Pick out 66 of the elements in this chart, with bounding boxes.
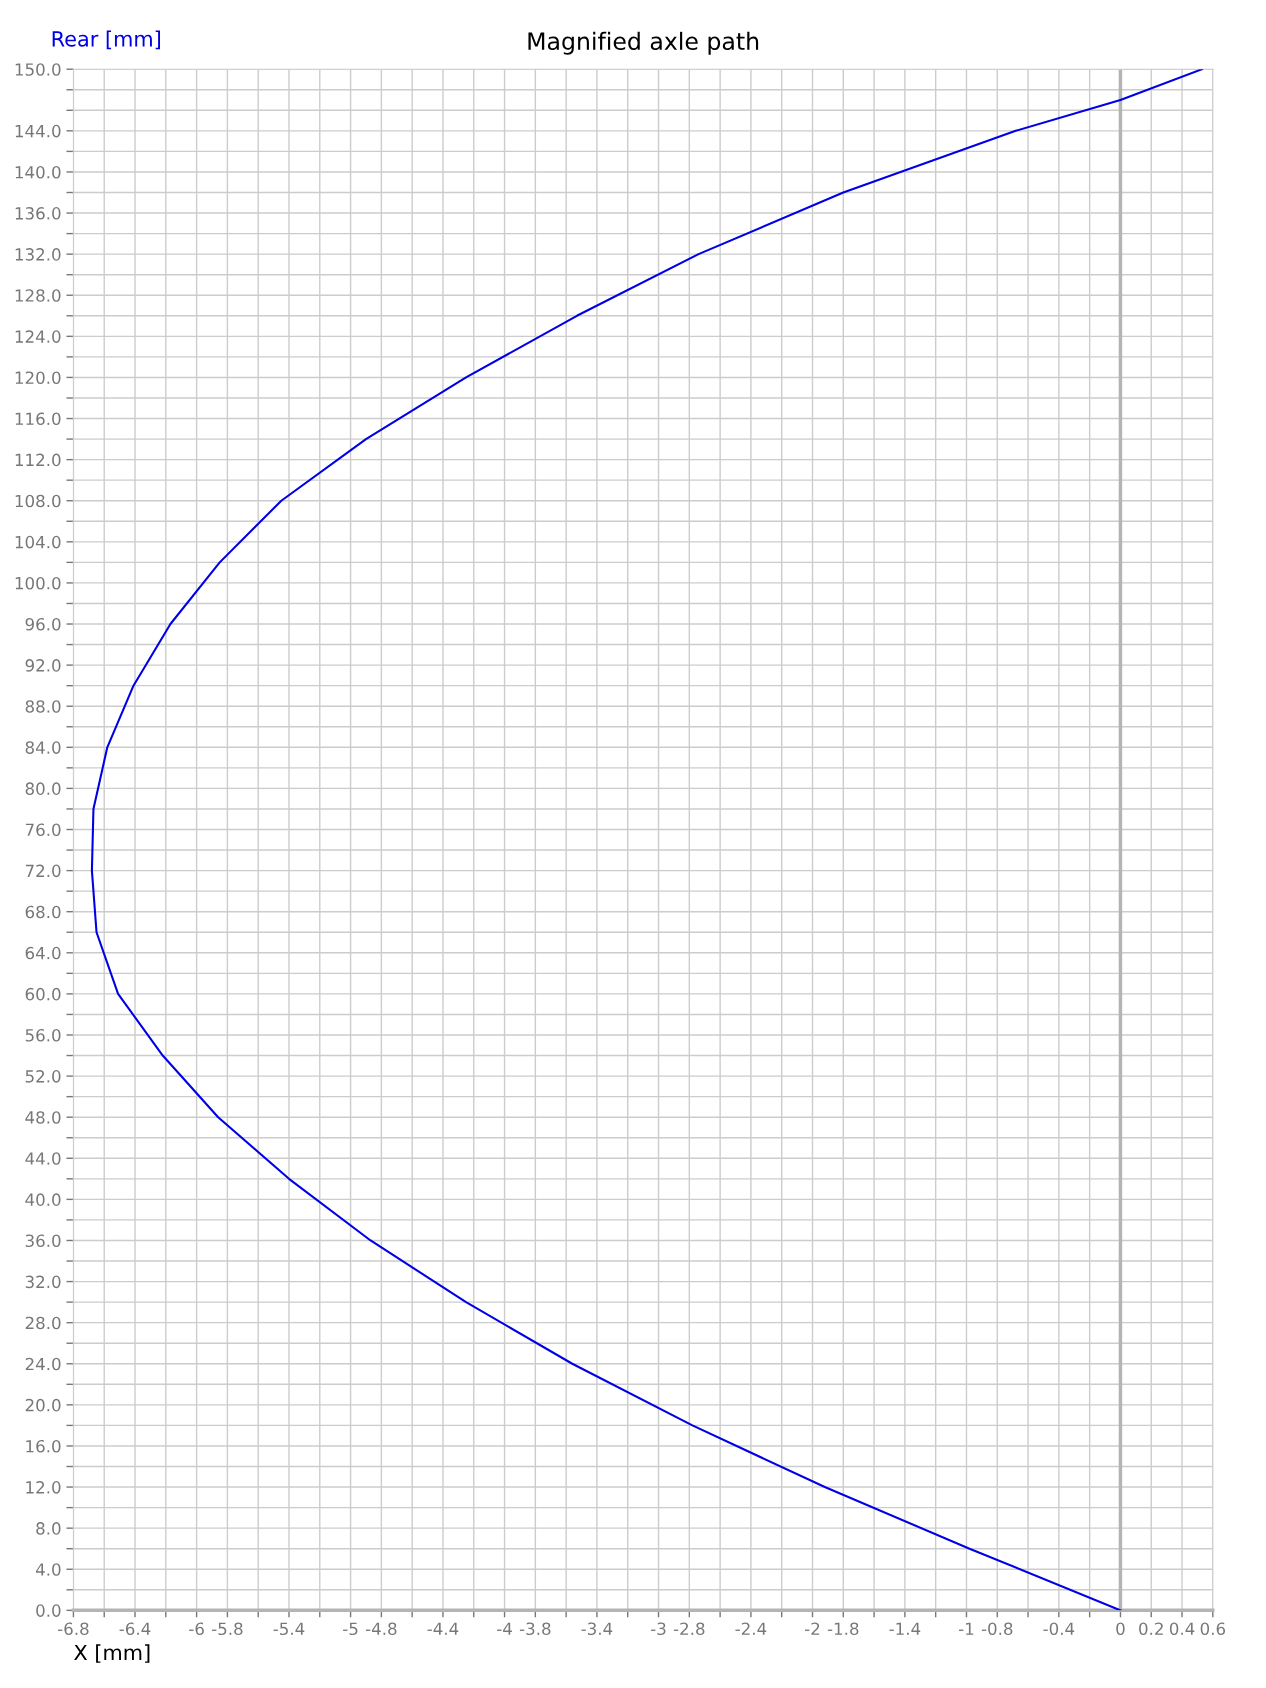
y-tick-label: 88.0 [25,700,61,713]
x-tick-label: -3.8 [519,1622,551,1636]
y-tick-label: 96.0 [25,617,61,631]
y-tick-label: 108.0 [15,494,61,508]
y-axis-title: Rear [mm] [52,30,160,50]
x-tick-label: -2.4 [735,1622,767,1635]
y-tick-label: 4.0 [35,1563,61,1576]
y-tick-label: 140.0 [15,165,61,179]
x-tick-label: -5.4 [273,1622,305,1636]
y-tick-label: 68.0 [25,905,61,919]
y-tick-label: 76.0 [25,823,61,837]
y-tick-label: 16.0 [26,1439,61,1453]
y-tick-label: 36.0 [25,1234,61,1248]
y-tick-label: 20.0 [25,1398,61,1412]
chart-title: Magnified axle path [528,31,759,55]
x-axis-title: X [mm] [74,1644,150,1663]
y-tick-label: 136.0 [15,207,61,220]
y-tick-label: 28.0 [25,1316,61,1330]
y-tick-label: 120.0 [15,371,61,385]
y-tick-label: 128.0 [15,289,61,302]
y-tick-label: 48.0 [25,1111,61,1124]
y-tick-label: 0.0 [36,1604,61,1617]
x-tick-label: -6.4 [119,1622,151,1636]
y-tick-label: 52.0 [25,1070,61,1083]
y-tick-label: 84.0 [25,741,61,754]
y-tick-label: 64.0 [25,946,61,960]
x-tick-label: 0.2 [1139,1622,1163,1636]
x-tick-label: -0.4 [1043,1622,1075,1636]
x-tick-label: -5.8 [211,1622,243,1636]
y-tick-label: 44.0 [25,1152,61,1165]
y-tick-label: 32.0 [25,1275,61,1289]
x-tick-label: -0.8 [981,1622,1013,1636]
x-tick-label: -6.8 [57,1622,89,1636]
y-tick-label: 80.0 [25,782,61,795]
x-tick-label: 0.4 [1169,1622,1195,1636]
x-tick-label: -4 [497,1622,512,1635]
y-tick-label: 104.0 [15,535,61,549]
y-tick-label: 60.0 [25,987,61,1001]
y-tick-label: 132.0 [15,248,61,261]
x-tick-label: -6 [189,1622,204,1636]
y-tick-label: 150.0 [15,63,61,76]
y-tick-label: 12.0 [26,1481,61,1494]
y-tick-label: 100.0 [15,576,61,590]
x-tick-label: 0.6 [1200,1622,1226,1636]
x-tick-label: 0 [1116,1622,1125,1636]
x-tick-label: -5 [343,1622,358,1636]
y-tick-label: 144.0 [15,124,61,138]
x-tick-label: -2.8 [673,1622,705,1636]
x-tick-label: -1.8 [827,1622,859,1636]
y-tick-label: 56.0 [25,1028,61,1042]
x-tick-label: -3 [651,1622,666,1636]
y-tick-label: 112.0 [15,453,61,467]
x-tick-label: -3.4 [581,1622,613,1636]
x-tick-label: -2 [805,1622,820,1635]
y-tick-label: 124.0 [15,330,61,343]
x-tick-label: -4.4 [427,1622,459,1635]
y-tick-label: 8.0 [36,1522,61,1535]
y-tick-label: 40.0 [25,1193,61,1206]
y-tick-label: 24.0 [25,1357,61,1371]
y-tick-label: 116.0 [15,412,61,426]
x-tick-label: -1.4 [889,1622,921,1635]
line-series [90,69,1204,1611]
y-tick-label: 92.0 [25,659,61,672]
x-tick-label: -4.8 [365,1622,397,1636]
x-tick-label: -1 [958,1622,974,1635]
y-tick-label: 72.0 [25,864,61,878]
